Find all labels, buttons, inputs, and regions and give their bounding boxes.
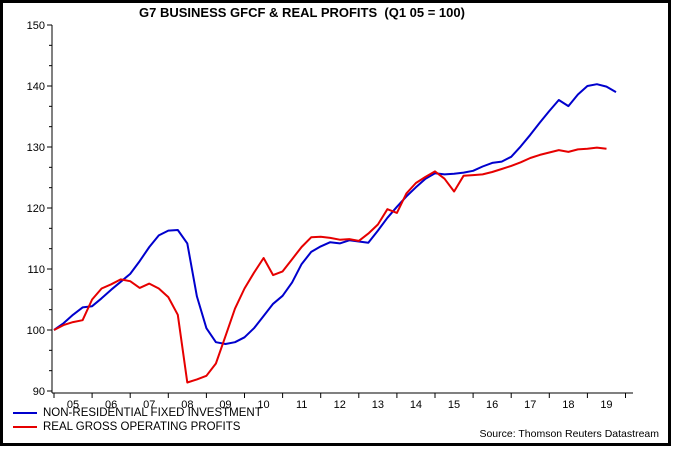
legend-label-profits: REAL GROSS OPERATING PROFITS — [43, 421, 241, 433]
x-tick-label: 07 — [143, 399, 155, 411]
x-tick-label: 16 — [486, 399, 498, 411]
y-tick-label: 110 — [27, 264, 45, 276]
x-axis: 05 06 07 08 09 10 11 12 13 14 15 16 17 18 19 — [52, 392, 633, 411]
source-credit: Source: Thomson Reuters Datastream — [479, 428, 659, 440]
y-tick-label: 100 — [27, 325, 45, 337]
x-tick-label: 06 — [105, 399, 117, 411]
y-tick-label: 90 — [33, 386, 45, 398]
x-tick-label: 10 — [257, 399, 269, 411]
legend-item-investment: NON-RESIDENTIAL FIXED INVESTMENT — [13, 406, 262, 420]
x-tick-label: 15 — [448, 399, 460, 411]
x-tick-label: 08 — [181, 399, 193, 411]
x-tick-label: 19 — [600, 399, 612, 411]
profits-line-swatch — [13, 426, 37, 428]
y-tick-label: 150 — [27, 20, 45, 32]
legend-item-profits: REAL GROSS OPERATING PROFITS — [13, 420, 262, 434]
legend: NON-RESIDENTIAL FIXED INVESTMENT REAL GR… — [13, 406, 262, 434]
y-axis: 150 140 130 120 110 100 90 — [27, 20, 53, 398]
x-tick-label: 11 — [296, 399, 307, 411]
x-tick-label: 09 — [219, 399, 231, 411]
investment-line-swatch — [13, 412, 37, 414]
profits-line — [53, 146, 607, 384]
x-tick-label: 17 — [524, 399, 536, 411]
y-tick-label: 120 — [27, 203, 45, 215]
y-tick-label: 140 — [27, 81, 45, 93]
investment-line — [53, 83, 617, 345]
y-tick-label: 130 — [27, 142, 45, 154]
legend-label-investment: NON-RESIDENTIAL FIXED INVESTMENT — [43, 407, 262, 419]
chart-title: G7 BUSINESS GFCF & REAL PROFITS (Q1 05 =… — [139, 5, 465, 20]
x-tick-label: 05 — [67, 399, 79, 411]
x-tick-label: 13 — [372, 399, 384, 411]
x-tick-label: 12 — [334, 399, 346, 411]
x-tick-label: 18 — [562, 399, 574, 411]
x-tick-label: 14 — [410, 399, 422, 411]
